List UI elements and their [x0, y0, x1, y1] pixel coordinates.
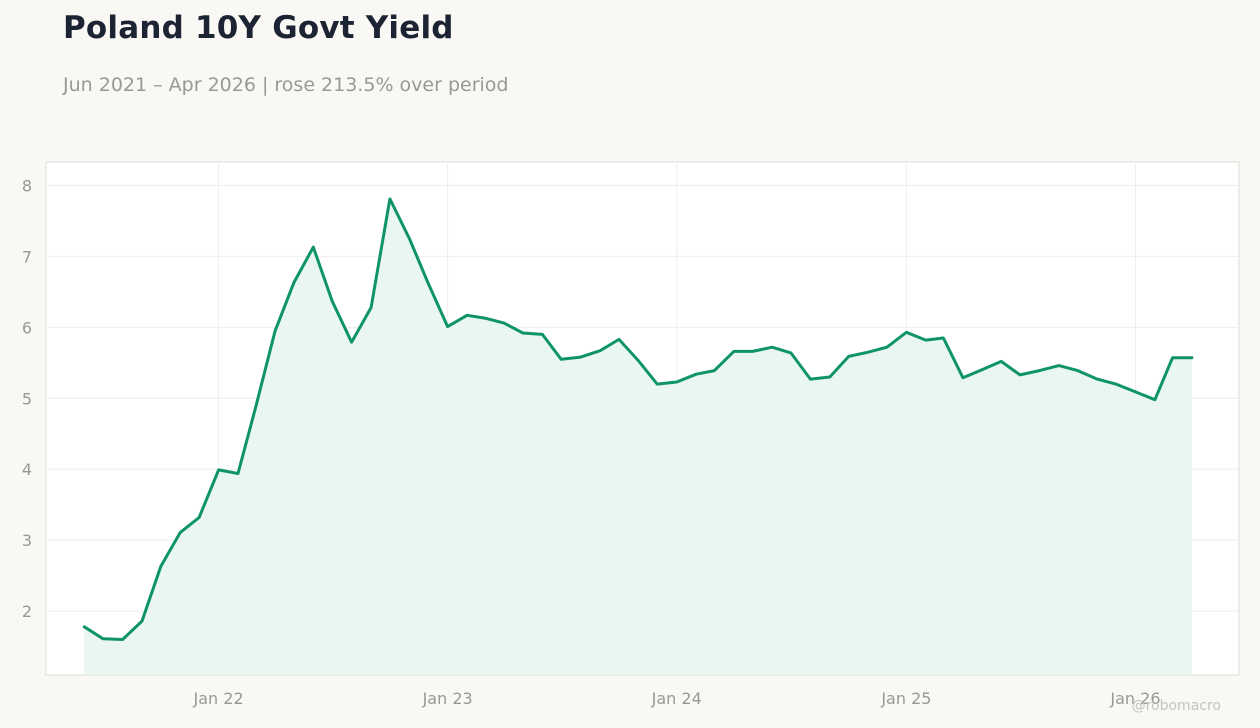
yield-line: [82, 197, 1194, 641]
x-tick-label: Jan 25: [880, 689, 931, 708]
y-tick-label: 3: [22, 531, 32, 550]
y-tick-label: 2: [22, 602, 32, 621]
watermark: @robomacro: [1132, 698, 1221, 714]
y-tick-label: 8: [22, 176, 32, 195]
x-tick-label: Jan 22: [193, 689, 244, 708]
y-tick-label: 5: [22, 389, 32, 408]
y-tick-label: 4: [22, 460, 32, 479]
y-tick-label: 6: [22, 318, 32, 337]
x-tick-label: Jan 26: [1109, 689, 1160, 708]
x-axis: Jan 22 Jan 23 Jan 24 Jan 25 Jan 26: [193, 689, 1161, 708]
x-tick-label: Jan 24: [651, 689, 702, 708]
y-axis: 2 3 4 5 6 7 8: [22, 176, 32, 621]
yield-area: [84, 198, 1192, 675]
chart-title: Poland 10Y Govt Yield: [63, 10, 454, 46]
x-tick-label: Jan 23: [422, 689, 473, 708]
y-tick-label: 7: [22, 247, 32, 266]
chart-subtitle: Jun 2021 – Apr 2026 | rose 213.5% over p…: [63, 74, 509, 96]
